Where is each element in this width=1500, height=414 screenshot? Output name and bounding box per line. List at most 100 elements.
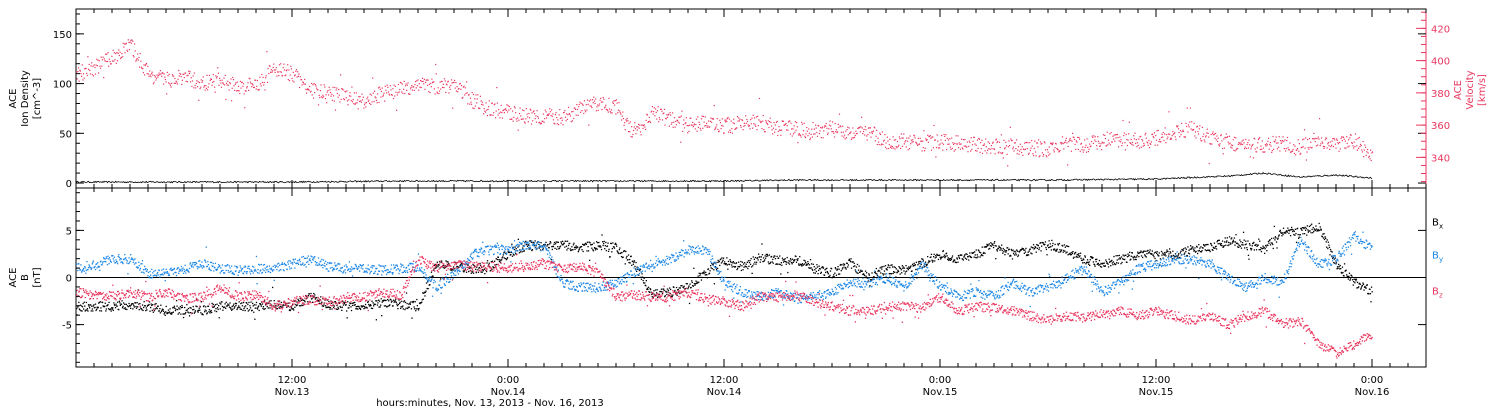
velocity-point xyxy=(1042,156,1043,157)
velocity-point xyxy=(1052,144,1053,145)
bx-point xyxy=(737,268,738,269)
velocity-point xyxy=(768,120,769,121)
velocity-point xyxy=(78,67,79,68)
velocity-point xyxy=(1238,144,1239,145)
velocity-point xyxy=(440,89,441,90)
by-point xyxy=(350,268,351,269)
velocity-point xyxy=(583,113,584,114)
velocity-point xyxy=(949,138,950,139)
bx-point xyxy=(831,268,832,269)
velocity-point xyxy=(1219,143,1220,144)
velocity-point xyxy=(537,110,538,111)
bx-point xyxy=(1098,263,1099,264)
velocity-point xyxy=(374,91,375,92)
velocity-point xyxy=(1062,136,1063,137)
velocity-point xyxy=(1092,136,1093,137)
velocity-point xyxy=(137,53,138,54)
bx-point xyxy=(325,305,326,306)
bx-point xyxy=(149,311,150,312)
bx-point xyxy=(908,269,909,270)
bx-point xyxy=(1287,228,1288,229)
by-point xyxy=(297,260,298,261)
bx-point xyxy=(164,313,165,314)
bx-point xyxy=(709,270,710,271)
bx-point xyxy=(1092,257,1093,258)
velocity-point xyxy=(1104,135,1105,136)
by-point xyxy=(139,269,140,270)
velocity-point xyxy=(1001,134,1002,135)
velocity-point xyxy=(536,122,537,123)
bx-point xyxy=(1044,244,1045,245)
bx-point xyxy=(1040,250,1041,251)
velocity-point xyxy=(163,84,164,85)
velocity-point xyxy=(667,117,668,118)
velocity-point xyxy=(269,66,270,67)
by-point xyxy=(253,272,254,273)
velocity-point xyxy=(1197,131,1198,132)
by-point xyxy=(306,266,307,267)
velocity-point xyxy=(852,127,853,128)
velocity-point xyxy=(908,149,909,150)
velocity-point xyxy=(756,129,757,130)
velocity-point xyxy=(753,123,754,124)
velocity-point xyxy=(804,136,805,137)
bx-point xyxy=(1364,286,1365,287)
velocity-point xyxy=(905,140,906,141)
bx-point xyxy=(1247,240,1248,241)
bx-point xyxy=(191,308,192,309)
bx-point xyxy=(311,298,312,299)
bx-point xyxy=(914,263,915,264)
velocity-point xyxy=(350,96,351,97)
velocity-point xyxy=(988,148,989,149)
bx-point xyxy=(1006,250,1007,251)
velocity-point xyxy=(464,94,465,95)
velocity-point xyxy=(208,87,209,88)
bx-point xyxy=(876,273,877,274)
velocity-point xyxy=(383,93,384,94)
velocity-point xyxy=(578,106,579,107)
velocity-point xyxy=(1087,138,1088,139)
bx-point xyxy=(406,292,407,293)
bx-point xyxy=(1154,258,1155,259)
velocity-point xyxy=(1122,143,1123,144)
velocity-point xyxy=(111,63,112,64)
velocity-point xyxy=(166,81,167,82)
velocity-point xyxy=(725,121,726,122)
velocity-point xyxy=(552,116,553,117)
velocity-point xyxy=(615,113,616,114)
velocity-point xyxy=(572,111,573,112)
velocity-point xyxy=(1120,141,1121,142)
velocity-point xyxy=(318,104,319,105)
bx-point xyxy=(1244,247,1245,248)
velocity-point xyxy=(862,127,863,128)
velocity-point xyxy=(515,112,516,113)
velocity-point xyxy=(109,61,110,62)
velocity-point xyxy=(416,80,417,81)
velocity-point xyxy=(1257,147,1258,148)
velocity-point xyxy=(352,101,353,102)
by-point xyxy=(168,273,169,274)
velocity-point xyxy=(595,103,596,104)
velocity-point xyxy=(333,95,334,96)
velocity-point xyxy=(1087,147,1088,148)
velocity-point xyxy=(714,129,715,130)
bx-point xyxy=(1370,301,1371,302)
by-point xyxy=(278,263,279,264)
by-point xyxy=(156,276,157,277)
bx-point xyxy=(268,307,269,308)
bx-point xyxy=(1111,260,1112,261)
bx-point xyxy=(377,304,378,305)
bx-point xyxy=(1062,245,1063,246)
by-point xyxy=(108,263,109,264)
bx-point xyxy=(218,305,219,306)
velocity-point xyxy=(461,85,462,86)
velocity-point xyxy=(207,89,208,90)
velocity-point xyxy=(1121,145,1122,146)
bx-point xyxy=(785,258,786,259)
velocity-point xyxy=(309,86,310,87)
by-point xyxy=(294,267,295,268)
by-point xyxy=(201,265,202,266)
velocity-point xyxy=(122,56,123,57)
bx-point xyxy=(497,259,498,260)
velocity-point xyxy=(181,76,182,77)
